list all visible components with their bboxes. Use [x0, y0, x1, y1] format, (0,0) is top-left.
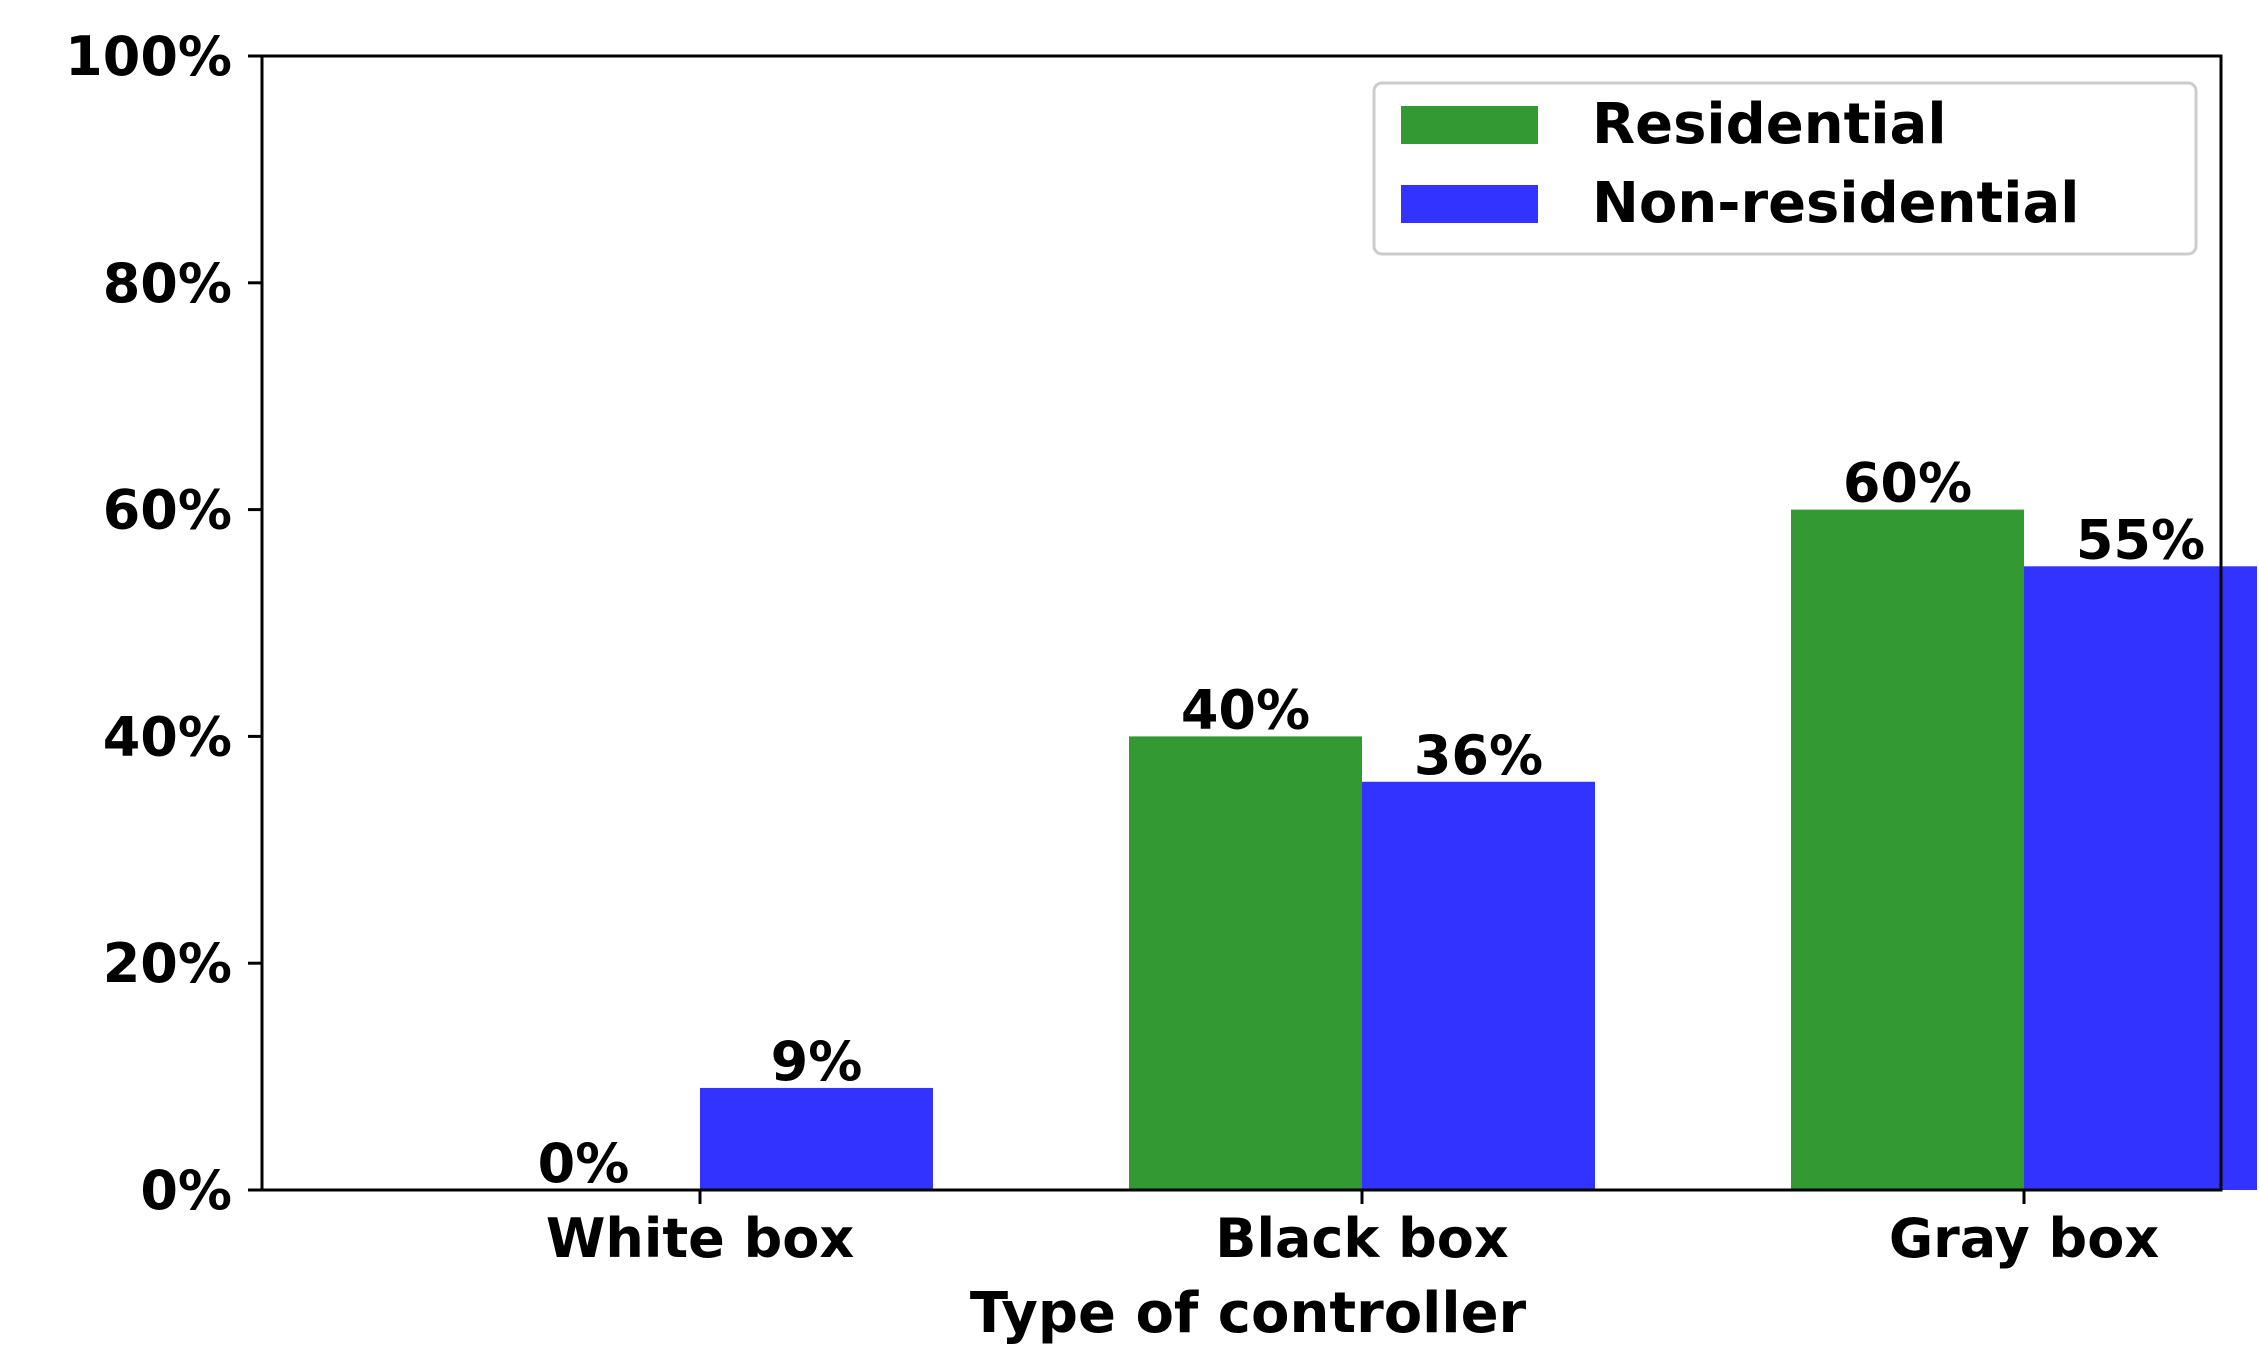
data-label-residential-black-box: 40%: [1181, 678, 1310, 741]
legend-label-residential: Residential: [1592, 92, 1947, 157]
x-tick-label-gray-box: Gray box: [1889, 1207, 2159, 1270]
y-tick-label: 20%: [103, 932, 232, 995]
y-tick-label: 0%: [140, 1159, 232, 1222]
data-label-non-residential-black-box: 36%: [1414, 724, 1543, 787]
y-tick-label: 80%: [103, 252, 232, 315]
data-label-non-residential-gray-box: 55%: [2076, 508, 2205, 571]
bar-non-residential-white-box: [700, 1087, 933, 1190]
x-tick-label-black-box: Black box: [1215, 1207, 1509, 1270]
x-axis-title: Type of controller: [970, 1281, 1527, 1346]
data-label-non-residential-white-box: 9%: [771, 1030, 863, 1093]
legend-swatch-residential: [1401, 106, 1538, 144]
bar-residential-black-box: [1129, 736, 1362, 1190]
legend-label-non-residential: Non-residential: [1592, 171, 2079, 236]
data-label-residential-gray-box: 60%: [1843, 452, 1972, 515]
bar-non-residential-black-box: [1362, 781, 1595, 1190]
bar-residential-gray-box: [1791, 509, 2024, 1191]
legend-frame: [1372, 81, 2198, 256]
legend: Residential Non-residential: [1372, 81, 2198, 256]
axes-layer: 0% 20% 40% 60% 80% 100% White box Black box Gray…: [65, 25, 2223, 1270]
plot-frame: [260, 54, 2223, 1192]
bar-non-residential-gray-box: [2024, 566, 2257, 1190]
y-tick-label: 100%: [65, 25, 232, 88]
bars-layer: [700, 509, 2257, 1191]
data-labels-layer: 0% 40% 60% 9% 36% 55%: [538, 452, 2205, 1195]
legend-swatch-non-residential: [1401, 185, 1538, 223]
data-label-residential-white-box: 0%: [538, 1132, 630, 1195]
x-tick-label-white-box: White box: [546, 1207, 855, 1270]
y-tick-label: 60%: [103, 479, 232, 542]
y-tick-label: 40%: [103, 705, 232, 768]
